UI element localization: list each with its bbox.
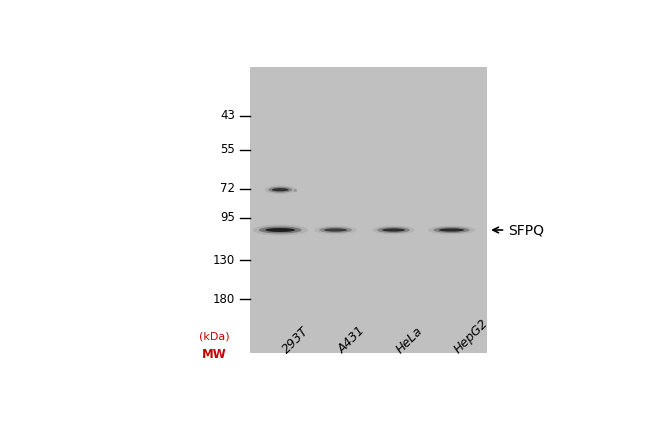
Text: 130: 130: [213, 254, 235, 267]
Ellipse shape: [315, 226, 357, 234]
Text: 72: 72: [220, 182, 235, 195]
Ellipse shape: [259, 227, 302, 234]
Text: A431: A431: [335, 324, 368, 356]
Ellipse shape: [428, 226, 475, 234]
Ellipse shape: [268, 187, 292, 192]
Text: HeLa: HeLa: [393, 325, 425, 356]
Text: 293T: 293T: [280, 325, 312, 356]
Ellipse shape: [377, 227, 410, 233]
Ellipse shape: [372, 226, 415, 234]
Ellipse shape: [265, 228, 295, 232]
Ellipse shape: [272, 188, 289, 191]
Text: 43: 43: [220, 109, 235, 122]
Ellipse shape: [265, 185, 296, 194]
Ellipse shape: [439, 228, 464, 232]
Ellipse shape: [324, 228, 347, 232]
Text: 95: 95: [220, 211, 235, 225]
Text: MW: MW: [202, 348, 227, 361]
Text: (kDa): (kDa): [200, 332, 230, 342]
Ellipse shape: [382, 228, 405, 232]
Ellipse shape: [252, 225, 308, 235]
Ellipse shape: [319, 227, 352, 233]
Ellipse shape: [434, 227, 470, 233]
Text: 180: 180: [213, 293, 235, 306]
Bar: [250, 67, 487, 353]
Text: SFPQ: SFPQ: [508, 223, 545, 237]
Text: HepG2: HepG2: [452, 317, 491, 356]
Text: 55: 55: [220, 143, 235, 156]
